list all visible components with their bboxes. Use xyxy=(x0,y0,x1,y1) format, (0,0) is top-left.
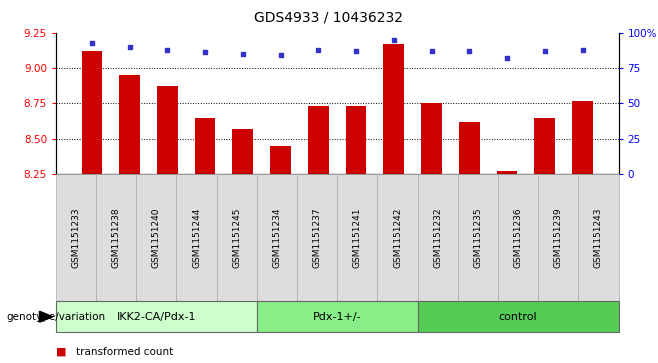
Bar xyxy=(136,174,176,301)
Text: GSM1151239: GSM1151239 xyxy=(554,207,563,268)
Bar xyxy=(257,301,418,332)
Point xyxy=(464,48,474,54)
Bar xyxy=(257,174,297,301)
Bar xyxy=(308,106,329,174)
Bar xyxy=(418,301,619,332)
Text: GSM1151236: GSM1151236 xyxy=(513,207,522,268)
Bar xyxy=(572,101,593,174)
Bar xyxy=(119,75,140,174)
Point xyxy=(540,48,550,54)
Bar xyxy=(534,118,555,174)
Bar xyxy=(418,174,458,301)
Point xyxy=(577,47,588,53)
Bar xyxy=(232,129,253,174)
Text: control: control xyxy=(499,312,538,322)
Bar xyxy=(96,174,136,301)
Text: ■: ■ xyxy=(56,347,66,357)
Bar xyxy=(56,301,257,332)
Text: GSM1151237: GSM1151237 xyxy=(313,207,322,268)
Bar xyxy=(538,174,578,301)
Text: GSM1151244: GSM1151244 xyxy=(192,208,201,268)
Point xyxy=(124,44,135,50)
Point xyxy=(275,52,286,58)
Point xyxy=(389,37,399,43)
Bar xyxy=(270,146,291,174)
Bar xyxy=(578,174,619,301)
Point xyxy=(238,51,248,57)
Text: GSM1151242: GSM1151242 xyxy=(393,208,402,268)
Bar xyxy=(497,171,517,174)
Bar xyxy=(378,174,418,301)
Bar xyxy=(498,174,538,301)
Bar xyxy=(338,174,378,301)
Point xyxy=(426,48,437,54)
Bar xyxy=(297,174,337,301)
Text: GSM1151233: GSM1151233 xyxy=(72,207,80,268)
Bar xyxy=(421,103,442,174)
Text: GSM1151241: GSM1151241 xyxy=(353,208,362,268)
Bar xyxy=(176,174,216,301)
Text: GSM1151232: GSM1151232 xyxy=(433,208,442,268)
Polygon shape xyxy=(39,311,53,322)
Point xyxy=(87,40,97,45)
Text: GSM1151243: GSM1151243 xyxy=(594,208,603,268)
Bar xyxy=(82,51,102,174)
Point xyxy=(313,47,324,53)
Point xyxy=(162,47,172,53)
Bar xyxy=(459,122,480,174)
Bar xyxy=(345,106,367,174)
Text: genotype/variation: genotype/variation xyxy=(7,312,106,322)
Bar xyxy=(157,86,178,174)
Bar xyxy=(56,174,96,301)
Text: GDS4933 / 10436232: GDS4933 / 10436232 xyxy=(255,11,403,25)
Text: GSM1151245: GSM1151245 xyxy=(232,208,241,268)
Text: transformed count: transformed count xyxy=(76,347,173,357)
Text: GSM1151240: GSM1151240 xyxy=(152,208,161,268)
Bar xyxy=(195,118,216,174)
Bar xyxy=(216,174,257,301)
Text: GSM1151234: GSM1151234 xyxy=(272,208,282,268)
Text: GSM1151235: GSM1151235 xyxy=(473,207,482,268)
Bar xyxy=(458,174,498,301)
Point xyxy=(200,50,211,56)
Point xyxy=(351,48,361,54)
Point xyxy=(502,55,513,61)
Text: Pdx-1+/-: Pdx-1+/- xyxy=(313,312,361,322)
Bar xyxy=(384,44,404,174)
Text: GSM1151238: GSM1151238 xyxy=(112,207,120,268)
Text: IKK2-CA/Pdx-1: IKK2-CA/Pdx-1 xyxy=(116,312,196,322)
